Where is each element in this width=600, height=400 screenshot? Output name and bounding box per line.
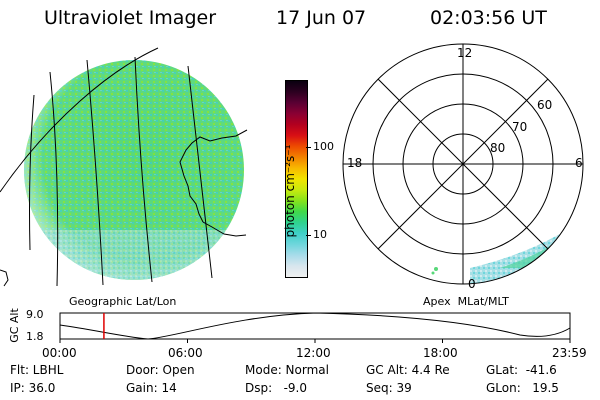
mlat-label-70: 70 bbox=[512, 120, 528, 134]
latitude-line bbox=[0, 47, 159, 193]
geographic-caption: Geographic Lat/Lon bbox=[69, 295, 177, 308]
info-glat: GLat: -41.6 bbox=[486, 363, 557, 377]
earth-image bbox=[0, 47, 248, 287]
info-dsp: Dsp: -9.0 bbox=[245, 381, 308, 395]
polar-plot bbox=[342, 43, 584, 285]
meridian-lines bbox=[29, 56, 213, 287]
color-scale-tick-10: 10 bbox=[313, 228, 327, 241]
info-seq: Seq: 39 bbox=[366, 381, 412, 395]
altitude-ytick-min: 1.8 bbox=[26, 330, 44, 343]
altitude-ylabel: GC Alt bbox=[7, 308, 21, 343]
altitude-strip bbox=[59, 312, 571, 343]
info-glon: GLon: 19.5 bbox=[486, 381, 559, 395]
mlat-label-80: 80 bbox=[490, 141, 506, 155]
info-gc-alt: GC Alt: 4.4 Re bbox=[366, 363, 450, 377]
coastline bbox=[179, 129, 248, 237]
info-door: Door: Open bbox=[126, 363, 195, 377]
color-scale-unit-label: photon cm⁻²s⁻¹ bbox=[283, 144, 297, 238]
time-tick-0600: 06:00 bbox=[168, 346, 203, 360]
info-mode: Mode: Normal bbox=[245, 363, 329, 377]
altitude-curve bbox=[59, 312, 571, 340]
time-tick-1800: 18:00 bbox=[423, 346, 458, 360]
time-tick-1200: 12:00 bbox=[296, 346, 331, 360]
time-tick-0000: 00:00 bbox=[42, 346, 77, 360]
mlt-label-12: 12 bbox=[457, 46, 473, 60]
instrument-title: Ultraviolet Imager bbox=[44, 7, 217, 29]
observation-date: 17 Jun 07 bbox=[276, 7, 367, 29]
mlat-label-60: 60 bbox=[537, 98, 553, 112]
altitude-ytick-max: 9.0 bbox=[26, 308, 44, 321]
info-gain: Gain: 14 bbox=[126, 381, 177, 395]
time-tick-2359: 23:59 bbox=[552, 346, 587, 360]
color-scale-tick-100: 100 bbox=[313, 140, 334, 153]
mlt-label-18: 18 bbox=[347, 156, 363, 170]
info-ip: IP: 36.0 bbox=[10, 381, 56, 395]
observation-time: 02:03:56 UT bbox=[430, 7, 547, 29]
polar-caption: Apex MLat/MLT bbox=[423, 295, 509, 308]
info-filter: Flt: LBHL bbox=[10, 363, 64, 377]
mlt-label-6: 6 bbox=[575, 156, 583, 170]
color-scale-bar bbox=[285, 80, 308, 278]
mlt-label-0: 0 bbox=[468, 277, 476, 291]
